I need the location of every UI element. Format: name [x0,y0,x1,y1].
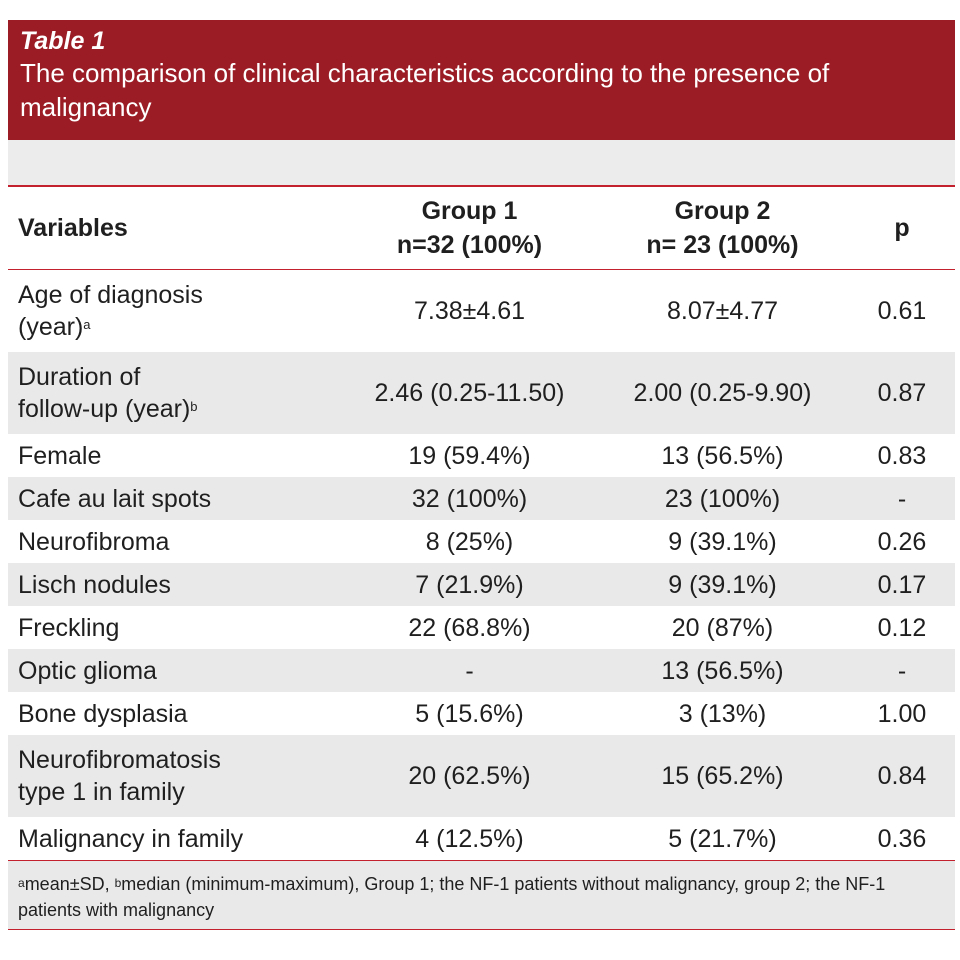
cell-group1: - [343,649,596,692]
variable-line2: type 1 in family [18,778,185,806]
table-row: Duration of follow-up (year)b 2.46 (0.25-… [8,352,955,434]
cell-group1: 8 (25%) [425,527,514,556]
variable-line1: Neurofibromatosis [18,746,221,774]
footnote-text-b: median (minimum-maximum), Group 1; the N… [18,874,886,920]
table-row: Optic glioma - 13 (56.5%) - [8,649,955,692]
cell-p: 0.61 [877,297,927,325]
col-p: p [849,187,955,270]
col-variables: Variables [8,187,343,270]
table-row: Freckling 22 (68.8%) 20 (87%) 0.12 [8,606,955,649]
cell-group2: 2.00 (0.25-9.90) [596,352,849,434]
col-group2-n: n= 23 (100%) [646,231,799,259]
cell-p: - [849,477,955,520]
row-variable: Freckling [18,613,120,642]
cell-group1: 19 (59.4%) [408,441,531,470]
cell-group1: 32 (100%) [343,477,596,520]
table-row: Malignancy in family 4 (12.5%) 5 (21.7%)… [8,817,955,860]
row-variable: Duration of follow-up (year)b [8,352,343,434]
footnote-text-a: mean±SD, [24,874,115,894]
col-group1-label: Group 1 [421,197,518,225]
table-figure: Table 1 The comparison of clinical chara… [8,20,955,930]
cell-p: 0.36 [877,824,927,853]
col-group2: Group 2 n= 23 (100%) [596,187,849,270]
table-row: Cafe au lait spots 32 (100%) 23 (100%) - [8,477,955,520]
cell-group1: 2.46 (0.25-11.50) [343,352,596,434]
cell-group2: 20 (87%) [671,613,774,642]
cell-p: 0.12 [877,613,927,642]
row-variable: Cafe au lait spots [8,477,343,520]
cell-group1: 20 (62.5%) [343,735,596,817]
row-variable: Optic glioma [8,649,343,692]
variable-line2-text: (year) [18,313,84,341]
top-rule [8,185,955,187]
cell-group1: 4 (12.5%) [415,824,524,853]
cell-group2: 13 (56.5%) [661,441,784,470]
variable-line2-text: follow-up (year) [18,395,191,423]
table-title: The comparison of clinical characteristi… [20,58,830,122]
cell-group2: 3 (13%) [678,699,767,728]
header-row: Variables Group 1 n=32 (100%) Group 2 n=… [8,187,955,270]
cell-group2: 9 (39.1%) [596,563,849,606]
row-variable: Neurofibroma [18,527,170,556]
variable-line1: Duration of [18,363,141,391]
row-variable: Malignancy in family [18,824,244,853]
cell-p: 0.87 [849,352,955,434]
cell-group2: 9 (39.1%) [668,527,777,556]
footnote-mark-a: a [18,876,25,890]
cell-p: 0.83 [877,441,927,470]
row-variable: Female [18,441,102,470]
variable-line2: follow-up (year)b [18,393,343,425]
footnote-mark-b: b [114,876,122,890]
cell-group2: 13 (56.5%) [596,649,849,692]
footnote-mark: a [83,317,91,332]
cell-group1: 22 (68.8%) [408,613,531,642]
cell-p: 0.26 [877,527,927,556]
data-table: Variables Group 1 n=32 (100%) Group 2 n=… [8,187,955,860]
cell-group1: 7.38±4.61 [413,297,526,325]
cell-group1: 5 (15.6%) [415,699,524,728]
cell-p: 0.84 [849,735,955,817]
row-variable: Neurofibromatosis type 1 in family [8,735,343,817]
header-spacer [8,140,955,185]
table-footnote: amean±SD, bmedian (minimum-maximum), Gro… [8,860,955,930]
table-row: Neurofibromatosis type 1 in family 20 (62… [8,735,955,817]
table-row: Bone dysplasia 5 (15.6%) 3 (13%) 1.00 [8,692,955,735]
footnote-mark: b [190,399,198,414]
cell-p: - [849,649,955,692]
table-row: Lisch nodules 7 (21.9%) 9 (39.1%) 0.17 [8,563,955,606]
variable-line2: (year)a [18,311,343,343]
cell-group2: 23 (100%) [596,477,849,520]
row-variable: Bone dysplasia [18,699,188,728]
table-label: Table 1 [20,27,106,55]
table-row: Neurofibroma 8 (25%) 9 (39.1%) 0.26 [8,520,955,563]
cell-p: 0.17 [849,563,955,606]
col-group2-label: Group 2 [674,197,771,225]
col-group1: Group 1 n=32 (100%) [343,187,596,270]
cell-group2: 5 (21.7%) [668,824,777,853]
cell-group2: 15 (65.2%) [596,735,849,817]
row-variable: Age of diagnosis (year)a [8,270,343,353]
cell-p: 1.00 [877,699,927,728]
cell-group2: 8.07±4.77 [666,297,779,325]
variable-line1: Age of diagnosis [18,281,203,309]
row-variable: Lisch nodules [8,563,343,606]
col-group1-n: n=32 (100%) [396,231,543,259]
table-row: Age of diagnosis (year)a 7.38±4.61 8.07±4… [8,270,955,353]
table-header: Table 1 The comparison of clinical chara… [8,20,955,140]
table-row: Female 19 (59.4%) 13 (56.5%) 0.83 [8,434,955,477]
cell-group1: 7 (21.9%) [343,563,596,606]
